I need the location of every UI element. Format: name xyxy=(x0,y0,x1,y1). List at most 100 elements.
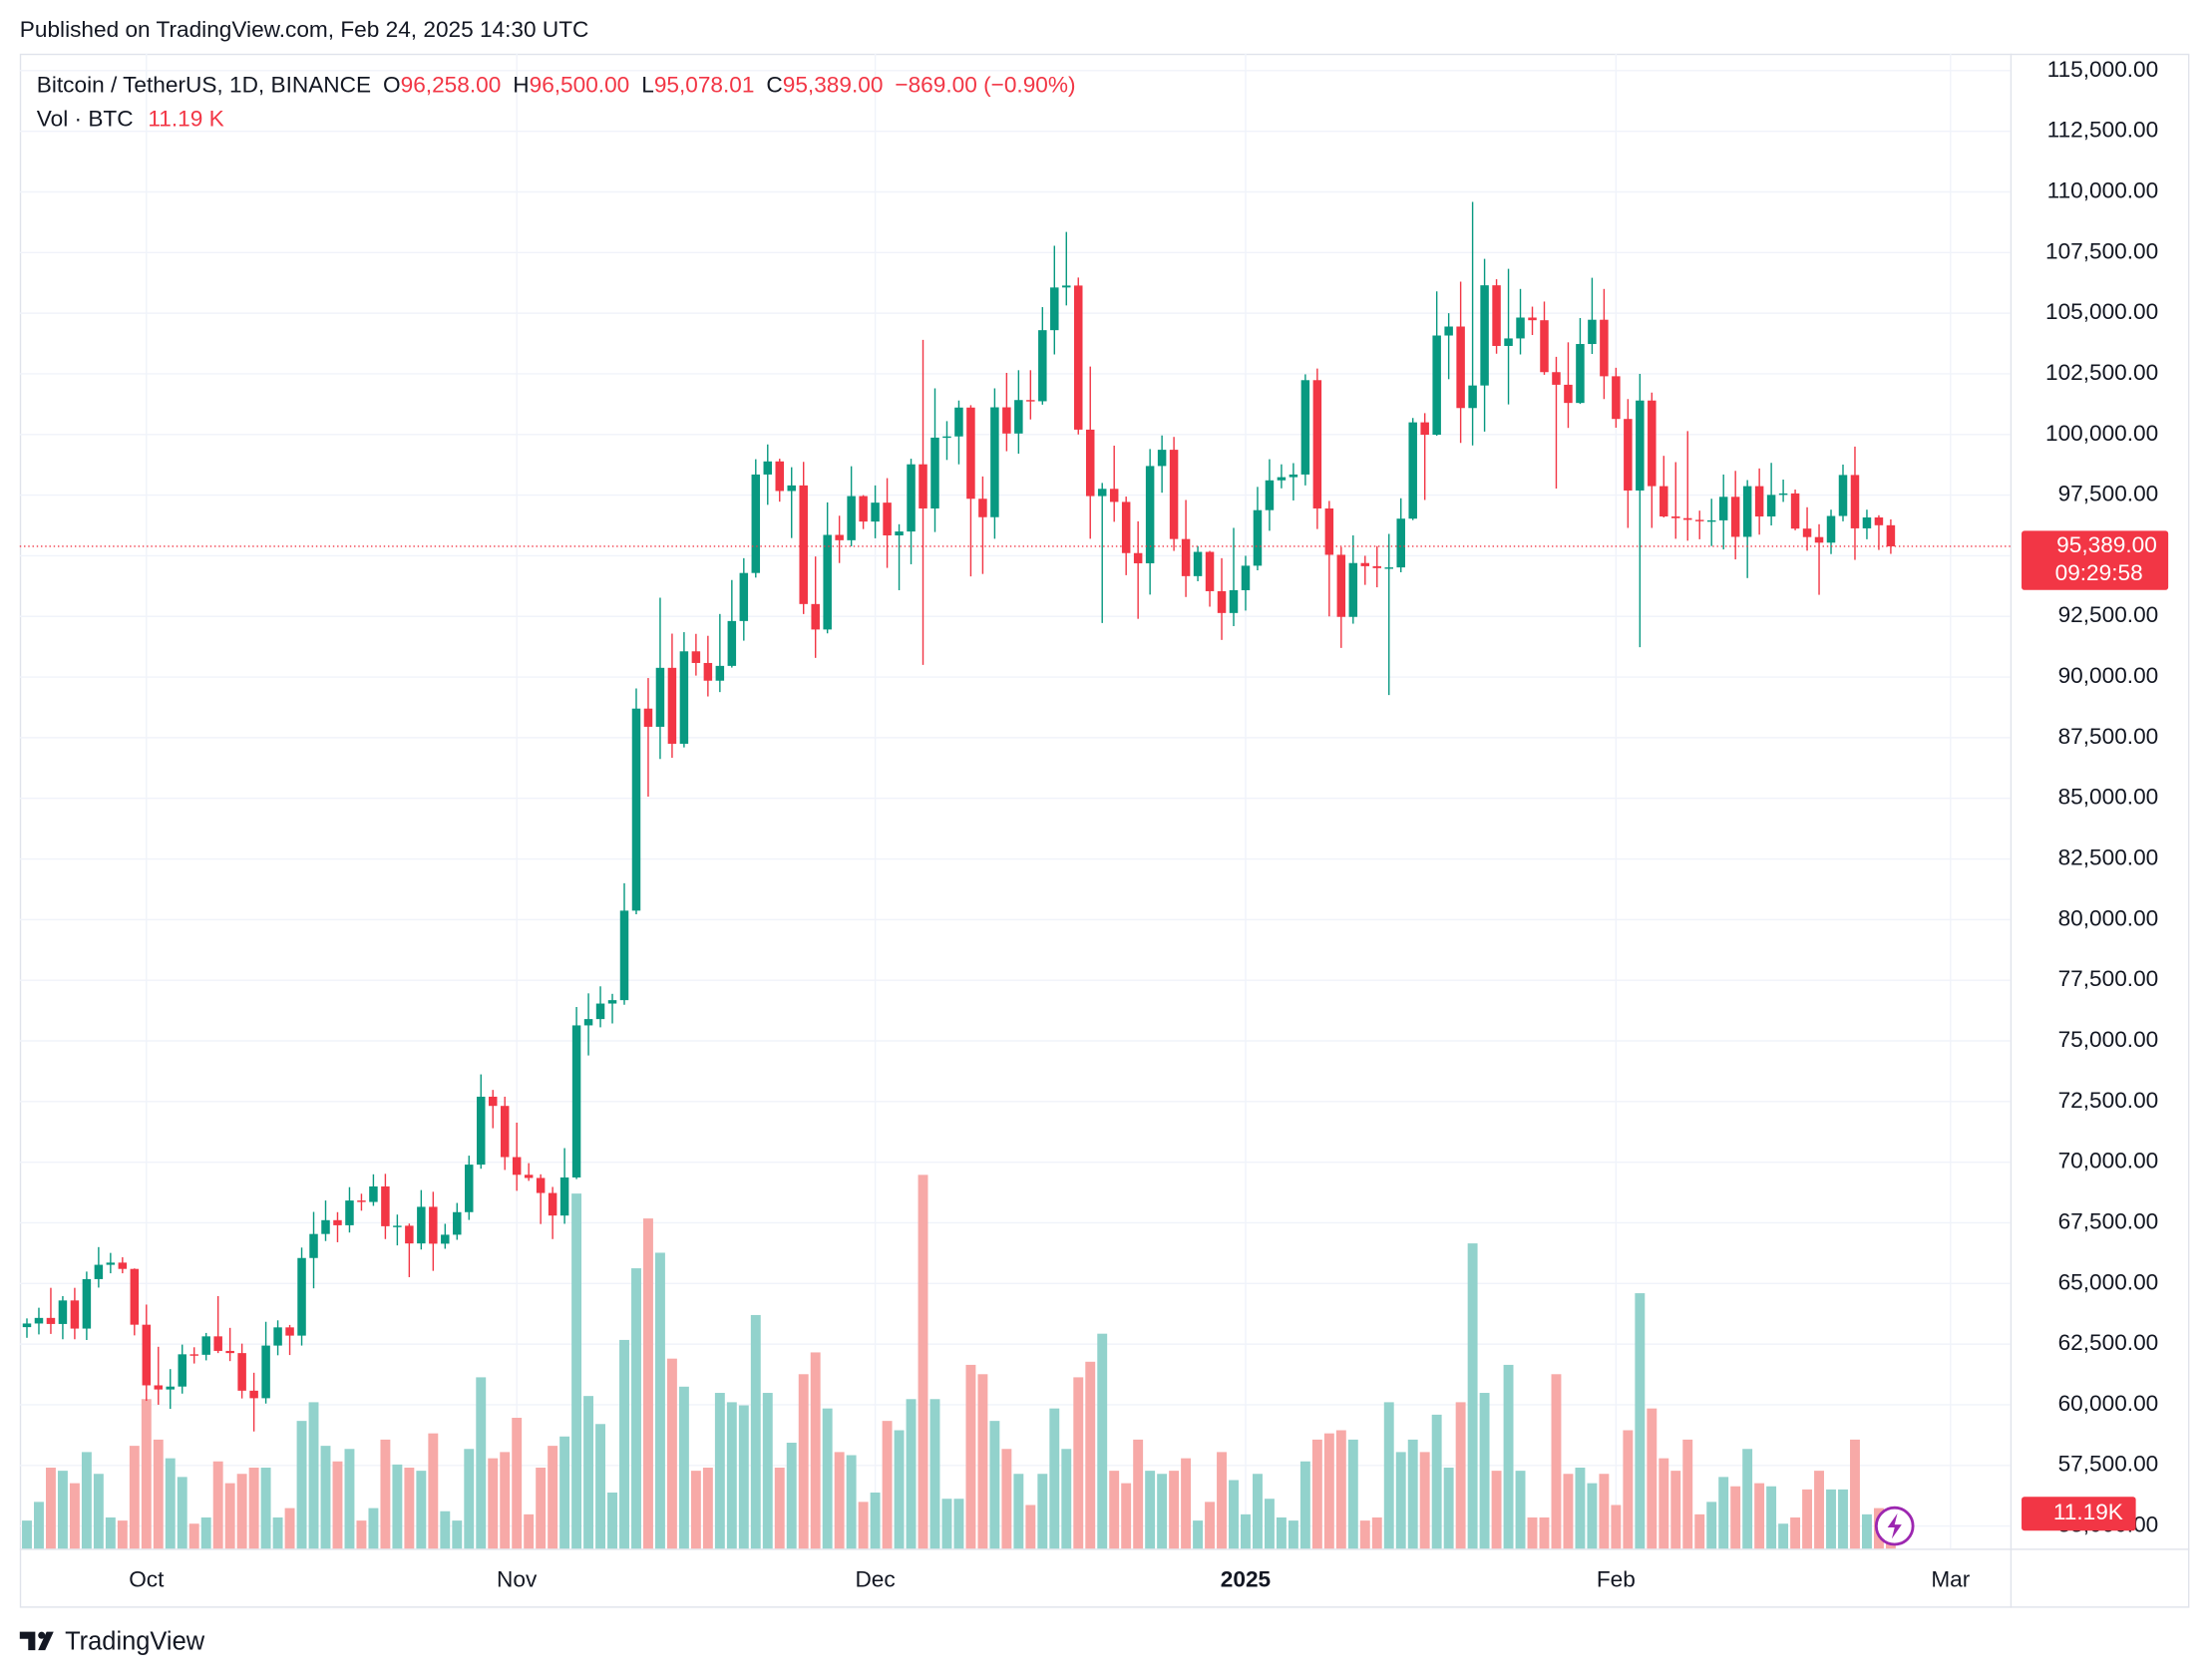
volume-bar xyxy=(559,1436,570,1549)
y-tick-label: 65,000.00 xyxy=(2058,1269,2159,1294)
volume-bar xyxy=(953,1499,964,1549)
volume-bar xyxy=(1049,1408,1060,1549)
volume-bar xyxy=(440,1510,451,1549)
volume-bar xyxy=(1623,1430,1634,1549)
volume-bar xyxy=(1694,1513,1705,1549)
candle-body xyxy=(1014,400,1023,434)
candle-body xyxy=(1396,518,1405,568)
volume-bar xyxy=(1085,1361,1096,1549)
candle-body xyxy=(1778,493,1788,496)
candle-body xyxy=(823,534,832,630)
volume-bar xyxy=(1001,1449,1012,1549)
volume-bar xyxy=(1443,1468,1454,1549)
candle-body xyxy=(118,1262,128,1269)
volume-bar xyxy=(678,1386,689,1549)
candle-body xyxy=(966,407,975,500)
volume-bar xyxy=(918,1174,928,1549)
y-tick-label: 100,000.00 xyxy=(2045,421,2158,446)
logo-mark xyxy=(19,1631,54,1651)
volume-bar xyxy=(380,1439,391,1549)
volume-bar xyxy=(1037,1474,1048,1549)
volume-bar xyxy=(1539,1516,1550,1549)
grid xyxy=(19,53,2011,1549)
volume-bar xyxy=(738,1405,749,1549)
candle-body xyxy=(1683,517,1692,520)
candle-body xyxy=(500,1106,510,1158)
volume-bar xyxy=(524,1513,535,1549)
y-tick-label: 107,500.00 xyxy=(2045,238,2158,263)
volume-bar xyxy=(1157,1474,1168,1549)
volume-bar xyxy=(272,1516,283,1549)
candle-body xyxy=(583,1019,593,1026)
candles xyxy=(22,201,1896,1432)
y-tick-label: 112,500.00 xyxy=(2047,118,2159,143)
candle-body xyxy=(46,1317,56,1324)
volume-bar xyxy=(1371,1516,1382,1549)
candle-body xyxy=(1253,509,1263,566)
volume-bar xyxy=(1264,1499,1275,1549)
volume-bar xyxy=(165,1458,176,1549)
volume-bar xyxy=(929,1399,940,1549)
volume-bar xyxy=(356,1520,367,1549)
x-tick-label: Dec xyxy=(855,1567,895,1592)
candle-body xyxy=(727,620,737,666)
candle-body xyxy=(739,572,749,621)
volume-bar xyxy=(1670,1471,1681,1549)
candle-body xyxy=(990,407,999,517)
volume-bar xyxy=(1347,1439,1358,1549)
volume-bar xyxy=(882,1421,893,1549)
candle-body xyxy=(930,437,939,508)
volume-bar xyxy=(1467,1243,1478,1549)
x-tick-label: Nov xyxy=(497,1567,538,1592)
volume-bar xyxy=(1790,1516,1801,1549)
candle-body xyxy=(1694,519,1704,521)
volume-bar xyxy=(1276,1516,1287,1549)
candle-body xyxy=(1516,317,1525,339)
volume-bar xyxy=(1383,1402,1394,1549)
candle-body xyxy=(488,1096,498,1107)
volume-bar xyxy=(1335,1430,1346,1549)
y-tick-label: 82,500.00 xyxy=(2058,845,2159,870)
volume-bar xyxy=(786,1443,797,1549)
candle-body xyxy=(1169,450,1179,539)
candle-body xyxy=(1002,407,1011,434)
volume-bar xyxy=(965,1364,976,1549)
volume-bar xyxy=(1599,1474,1610,1549)
volume-bar xyxy=(1121,1483,1132,1549)
candle-body xyxy=(1790,493,1800,529)
candle-body xyxy=(1181,538,1191,576)
y-tick-label: 87,500.00 xyxy=(2058,724,2159,749)
candle-body xyxy=(1097,489,1107,497)
alert-icon[interactable] xyxy=(1874,1506,1915,1546)
volume-bar xyxy=(1706,1502,1717,1549)
volume-bar xyxy=(1061,1449,1072,1549)
candle-body xyxy=(261,1345,270,1399)
volume-title: Vol · BTC xyxy=(37,106,134,131)
candle-body xyxy=(559,1176,569,1216)
candle-body xyxy=(919,464,927,508)
candle-body xyxy=(1229,589,1239,613)
candle-body xyxy=(1826,515,1836,543)
candle-body xyxy=(1850,475,1860,528)
logo-dot xyxy=(38,1631,46,1639)
candle-body xyxy=(1062,285,1071,288)
volume-bar xyxy=(46,1468,56,1549)
candle-body xyxy=(1718,497,1728,520)
candle-body xyxy=(178,1354,186,1387)
alert-bolt[interactable] xyxy=(1887,1512,1902,1539)
volume-bar xyxy=(548,1446,558,1549)
volume-bar xyxy=(726,1402,737,1549)
candle-body xyxy=(1564,384,1573,404)
volume-bar xyxy=(93,1474,104,1549)
volume-value: 11.19 K xyxy=(148,106,223,131)
volume-bar xyxy=(1205,1502,1215,1549)
candle-body xyxy=(166,1386,175,1390)
volume-bar xyxy=(1299,1461,1310,1549)
volume-bar xyxy=(666,1358,677,1549)
volume-bar xyxy=(188,1523,199,1549)
y-tick-label: 75,000.00 xyxy=(2058,1027,2159,1052)
candle-body xyxy=(273,1327,282,1346)
volume-bar xyxy=(631,1268,641,1549)
candle-body xyxy=(130,1268,140,1325)
